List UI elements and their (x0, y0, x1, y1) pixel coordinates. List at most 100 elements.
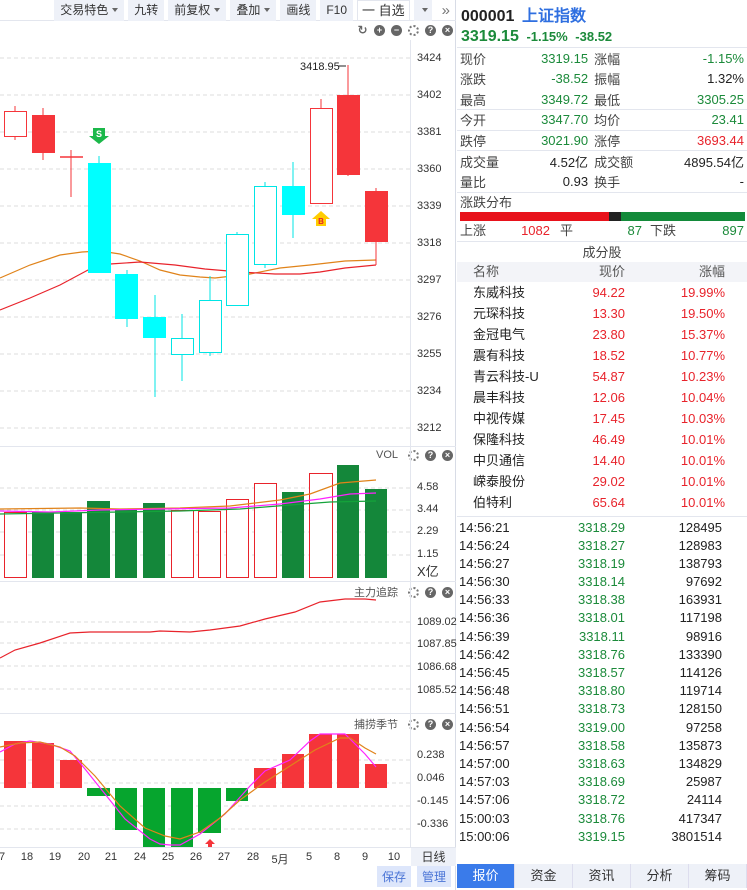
vol-panel-label: VOL (375, 449, 398, 461)
stock-change: 10.23% (680, 368, 725, 384)
list-item[interactable]: 嵘泰股份 29.02 10.01% (457, 471, 747, 492)
stock-name[interactable]: 上证指数 (522, 8, 587, 25)
help-icon[interactable]: ? (425, 586, 436, 598)
tick-time: 14:56:33 (459, 592, 510, 608)
watchlist-dropdown[interactable] (413, 0, 432, 21)
stock-change: 10.03% (680, 410, 725, 426)
nine-turn-button[interactable]: 九转 (128, 0, 165, 21)
help-icon[interactable]: ? (425, 718, 436, 730)
zoom-out-icon[interactable]: − (391, 25, 402, 36)
period-selector[interactable]: 日线 (411, 848, 456, 866)
tick-volume: 114126 (679, 665, 722, 680)
tick-row: 14:56:48 3318.80 119714 (457, 682, 747, 700)
stock-name: 晨丰科技 (473, 389, 526, 405)
tick-volume: 135873 (678, 737, 722, 753)
list-item[interactable]: 震有科技 18.52 10.77% (457, 345, 747, 366)
draw-line-button[interactable]: 画线 (280, 0, 317, 21)
list-item[interactable]: 青云科技-U 54.87 10.23% (457, 366, 747, 387)
list-item[interactable]: 元琛科技 13.30 19.50% (457, 303, 747, 324)
stock-name: 震有科技 (473, 347, 526, 363)
tick-volume: 128150 (678, 701, 722, 717)
tick-time: 14:56:39 (459, 628, 510, 644)
tick-price: 3318.11 (578, 628, 625, 644)
candlestick-chart[interactable]: S B 3418.95 (0, 40, 410, 450)
list-item[interactable]: 晨丰科技 12.06 10.04% (457, 387, 747, 408)
tick-row: 14:57:06 3318.72 24114 (457, 791, 747, 809)
advance-decline-section: 涨跌分布 上涨 1082 平 87 下跌 897 (457, 191, 747, 241)
stock-price: 94.22 (592, 284, 625, 300)
tab-quote[interactable]: 报价 (457, 864, 515, 888)
more-button[interactable]: » (436, 0, 456, 21)
mainforce-chart[interactable] (0, 582, 410, 714)
tab-chips[interactable]: 筹码 (689, 864, 747, 888)
volume-chart[interactable] (0, 447, 410, 582)
tick-time: 14:57:06 (459, 792, 510, 808)
tick-list[interactable]: 14:56:21 3318.29 128495 14:56:24 3318.27 128… (457, 515, 747, 846)
gear-icon[interactable] (408, 718, 419, 730)
tick-time: 14:56:36 (459, 610, 510, 626)
tick-row: 14:56:45 3318.57 114126 (457, 664, 747, 682)
y-tick: 3381 (417, 126, 442, 138)
tick-time: 14:56:51 (459, 701, 510, 717)
quote-value: 3693.44 (636, 129, 747, 151)
zoom-in-icon[interactable]: + (374, 25, 385, 36)
list-item[interactable]: 金冠电气 23.80 15.37% (457, 324, 747, 345)
list-item[interactable]: 保隆科技 46.49 10.01% (457, 429, 747, 450)
manage-button[interactable]: 管理 (416, 866, 451, 887)
close-icon[interactable]: × (442, 25, 453, 36)
tab-funds[interactable]: 资金 (515, 864, 573, 888)
advance-decline-bar (460, 211, 745, 221)
tick-volume: 163931 (678, 592, 722, 608)
tab-news[interactable]: 资讯 (573, 864, 631, 888)
x-tick: 26 (189, 851, 203, 863)
stock-name: 伯特利 (473, 494, 513, 510)
f10-button[interactable]: F10 (320, 0, 354, 21)
tick-price: 3318.38 (578, 592, 625, 608)
stock-price: 46.49 (592, 431, 625, 447)
kline-chart-area: 交易特色 九转 前复权 叠加 画线 F10 一 自选 » ↻ + − ? × (0, 0, 457, 890)
close-icon[interactable]: × (442, 449, 453, 461)
tick-volume: 128495 (678, 519, 722, 535)
list-item[interactable]: 东威科技 94.22 19.99% (457, 282, 747, 303)
column-header-change[interactable]: 涨幅 (698, 263, 725, 279)
nine-turn-label: 九转 (134, 2, 159, 17)
quote-label: 量比 (460, 174, 487, 190)
divider (0, 446, 456, 447)
close-icon[interactable]: × (442, 586, 453, 598)
y-tick: -0.145 (417, 795, 449, 807)
close-icon[interactable]: × (442, 718, 453, 730)
reset-icon[interactable]: ↻ (357, 23, 368, 37)
flat-segment (609, 211, 622, 221)
stock-price: 12.06 (592, 389, 625, 405)
overlay-dropdown[interactable]: 叠加 (230, 0, 277, 21)
help-icon[interactable]: ? (425, 25, 436, 36)
add-watchlist-button[interactable]: 一 自选 (357, 0, 410, 21)
gear-icon[interactable] (408, 586, 419, 598)
gear-icon[interactable] (408, 449, 419, 461)
gear-icon[interactable] (408, 25, 419, 36)
quote-value: -1.15% (702, 50, 744, 66)
forward-adjust-dropdown[interactable]: 前复权 (168, 0, 227, 21)
forward-adjust-label: 前复权 (174, 2, 211, 17)
help-icon[interactable]: ? (425, 449, 436, 461)
quote-value: 3305.25 (697, 91, 744, 107)
quote-label: 成交量 (457, 150, 503, 171)
quote-value: 4.52亿 (502, 150, 592, 171)
tick-price: 3318.19 (578, 555, 625, 571)
up-segment (460, 211, 610, 221)
tick-time: 14:56:30 (459, 574, 510, 590)
x-tick: 24 (133, 851, 147, 863)
list-item[interactable]: 伯特利 65.64 10.01% (457, 492, 747, 513)
column-header-price[interactable]: 现价 (598, 263, 625, 279)
save-button[interactable]: 保存 (376, 866, 411, 887)
list-item[interactable]: 中视传媒 17.45 10.03% (457, 408, 747, 429)
season-chart[interactable] (0, 714, 410, 848)
list-item[interactable]: 中贝通信 14.40 10.01% (457, 450, 747, 471)
chart-toolbar: 交易特色 九转 前复权 叠加 画线 F10 一 自选 » (0, 0, 456, 21)
trading-features-dropdown[interactable]: 交易特色 (54, 0, 125, 21)
column-header-name[interactable]: 名称 (473, 263, 500, 279)
advance-decline-title: 涨跌分布 (460, 194, 513, 210)
tab-analysis[interactable]: 分析 (631, 864, 689, 888)
tick-volume: 24114 (686, 792, 722, 808)
current-price: 3319.15 (461, 28, 519, 45)
